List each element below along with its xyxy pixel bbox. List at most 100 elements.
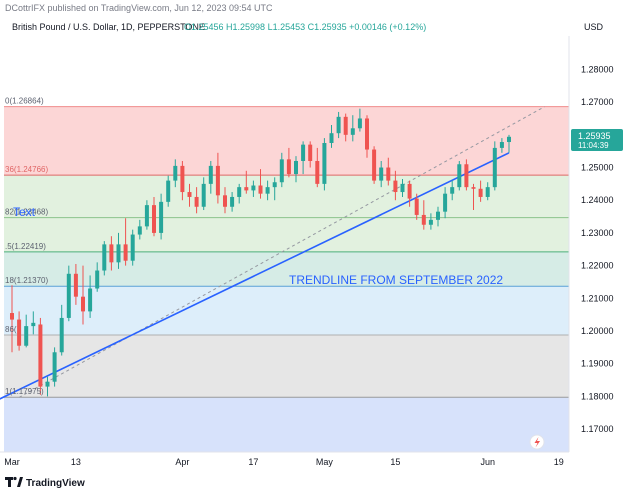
candle[interactable] [478, 180, 483, 202]
candle[interactable] [294, 156, 298, 183]
candle[interactable] [173, 159, 178, 188]
candle[interactable] [95, 262, 100, 292]
candle[interactable] [10, 285, 14, 353]
candle[interactable] [507, 134, 511, 153]
fib-level-label: 86( [5, 325, 17, 334]
fib-band [4, 397, 569, 452]
candle[interactable] [59, 304, 64, 356]
price-tick-label: 1.17000 [581, 424, 614, 434]
candle[interactable] [428, 213, 433, 230]
candle[interactable] [201, 177, 206, 211]
fib-retracement-bands [4, 106, 569, 452]
candle[interactable] [144, 200, 149, 230]
candle[interactable] [308, 141, 313, 168]
text-annotation[interactable]: Text [13, 205, 36, 219]
candle[interactable] [223, 187, 227, 214]
candle[interactable] [414, 193, 419, 220]
candle[interactable] [258, 169, 263, 199]
candle[interactable] [66, 265, 71, 322]
candle[interactable] [137, 219, 142, 240]
candle-countdown: 11:04:39 [578, 141, 609, 150]
time-tick-label: Apr [175, 457, 189, 467]
candle[interactable] [180, 160, 185, 201]
candle[interactable] [443, 187, 448, 219]
time-tick-label: 17 [248, 457, 258, 467]
last-price-tag [571, 128, 623, 151]
candle[interactable] [485, 182, 490, 201]
candle[interactable] [152, 196, 156, 237]
publisher-attribution: DCottrIFX published on TradingView.com, … [5, 3, 273, 13]
candle[interactable] [457, 160, 462, 191]
fib-trend-dashed-line[interactable] [18, 106, 545, 398]
candle[interactable] [45, 376, 50, 397]
fib-level-label: 36(1.24766) [5, 165, 48, 174]
candle[interactable] [251, 180, 256, 197]
candle[interactable] [279, 152, 284, 188]
alert-icon[interactable] [529, 434, 545, 450]
candle[interactable] [471, 183, 476, 211]
candle[interactable] [329, 125, 334, 148]
fib-band [4, 106, 569, 176]
fib-band [4, 175, 569, 218]
candle[interactable] [357, 108, 362, 132]
candle[interactable] [123, 218, 128, 266]
time-tick-label: Jun [480, 457, 495, 467]
candle[interactable] [102, 241, 107, 276]
candle[interactable] [166, 175, 171, 207]
candle[interactable] [230, 192, 235, 212]
candle[interactable] [194, 187, 199, 214]
candle[interactable] [38, 317, 43, 395]
trendline[interactable] [0, 152, 510, 431]
time-tick-label: May [316, 457, 334, 467]
candle[interactable] [407, 180, 412, 207]
candle[interactable] [52, 347, 57, 387]
candle[interactable] [215, 152, 220, 204]
candle[interactable] [386, 157, 391, 186]
candle[interactable] [393, 170, 398, 201]
candle[interactable] [286, 147, 291, 178]
fib-level-label: 0(1.26864) [5, 97, 44, 106]
candle[interactable] [421, 200, 426, 230]
last-price-label: 1.25935 [578, 131, 611, 141]
price-tick-label: 1.21000 [581, 293, 614, 303]
price-tick-label: 1.27000 [581, 97, 614, 107]
candle[interactable] [31, 311, 36, 335]
candle[interactable] [464, 159, 469, 191]
candle[interactable] [499, 138, 504, 153]
candle[interactable] [372, 146, 377, 184]
chart-header: DCottrIFX published on TradingView.com, … [0, 0, 624, 16]
candle[interactable] [187, 183, 192, 207]
candle[interactable] [336, 111, 341, 139]
candle[interactable] [237, 183, 242, 204]
candle[interactable] [492, 141, 497, 191]
candle[interactable] [24, 314, 29, 348]
candle[interactable] [400, 178, 405, 197]
candle[interactable] [322, 138, 327, 191]
candle[interactable] [244, 170, 249, 194]
candle[interactable] [73, 263, 78, 305]
candle[interactable] [450, 180, 455, 201]
candle[interactable] [343, 113, 348, 142]
candle[interactable] [109, 236, 114, 271]
candle[interactable] [301, 141, 306, 175]
currency-label: USD [584, 22, 604, 32]
candle[interactable] [159, 193, 164, 240]
candle[interactable] [272, 177, 277, 201]
candle[interactable] [116, 232, 121, 269]
candle[interactable] [365, 115, 369, 158]
candle[interactable] [350, 115, 355, 142]
candle[interactable] [88, 275, 93, 318]
candle[interactable] [265, 180, 270, 201]
candlestick-series [10, 108, 511, 397]
candle[interactable] [315, 147, 320, 188]
candle[interactable] [81, 265, 85, 325]
price-tick-label: 1.22000 [581, 261, 614, 271]
candle[interactable] [379, 160, 384, 188]
trendline-annotation[interactable]: TRENDLINE FROM SEPTEMBER 2022 [289, 273, 503, 287]
candle[interactable] [130, 229, 135, 266]
candle[interactable] [208, 160, 213, 194]
candle[interactable] [436, 206, 440, 227]
price-tick-label: 1.19000 [581, 359, 614, 369]
candle[interactable] [17, 311, 22, 351]
